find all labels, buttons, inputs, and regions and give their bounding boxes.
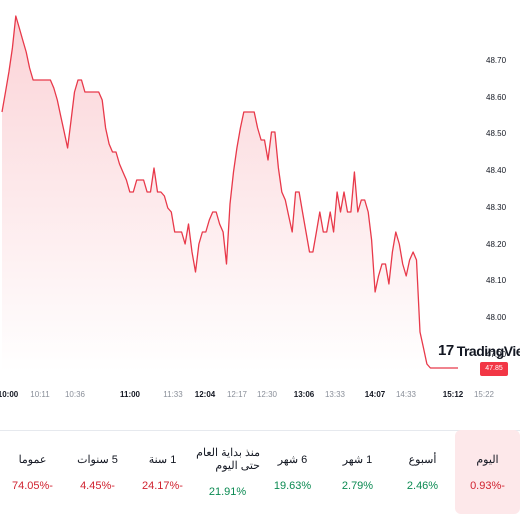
last-price-label: 47.85 [480,362,508,376]
y-tick-label: 48.70 [486,56,507,65]
y-tick-label: 48.40 [486,166,507,175]
tradingview-logo-mark: 17 [438,342,454,359]
period-label: 1 سنة [148,453,177,466]
price-area-fill [2,16,458,372]
period-label: عموما [18,453,47,466]
performance-periods: اليوم 0.93%- أسبوع 2.46% 1 شهر 2.79% 6 ش… [0,430,520,514]
period-all-time[interactable]: عموما 74.05%- [0,430,65,514]
period-label: منذ بداية العام حتى اليوم [196,447,260,472]
y-axis: 48.70 48.60 48.50 48.40 48.30 48.20 48.10 48.00… [486,56,507,359]
y-tick-label: 48.00 [486,313,507,322]
x-tick-label: 11:00 [120,390,141,399]
chart-svg[interactable]: 48.70 48.60 48.50 48.40 48.30 48.20 48.10 48.00… [0,0,520,420]
x-tick-label: 12:17 [227,390,248,399]
period-label: 5 سنوات [77,453,118,466]
x-tick-label: 10:11 [30,390,50,399]
period-change: 24.17%- [142,479,183,492]
period-change: 0.93%- [470,479,505,492]
period-change: 19.63% [273,479,312,492]
period-5-years[interactable]: 5 سنوات 4.45%- [65,430,130,514]
y-tick-label: 47.90 [486,350,507,359]
tradingview-logo-text: TradingView [456,342,520,359]
period-1-month[interactable]: 1 شهر 2.79% [325,430,390,514]
y-tick-label: 48.30 [486,203,507,212]
period-change: 4.45%- [80,479,115,492]
x-tick-label: 15:12 [443,390,464,399]
period-1-year[interactable]: 1 سنة 24.17%- [130,430,195,514]
period-change: 2.46% [406,479,439,492]
x-tick-label: 13:06 [294,390,315,399]
period-change: 21.91% [208,486,247,498]
x-tick-label: 15:22 [474,390,495,399]
x-tick-label: 14:07 [365,390,386,399]
x-tick-label: 12:30 [257,390,278,399]
period-label: 6 شهر [277,453,308,466]
period-week[interactable]: أسبوع 2.46% [390,430,455,514]
period-6-months[interactable]: 6 شهر 19.63% [260,430,325,514]
y-tick-label: 48.10 [486,276,507,285]
price-chart[interactable]: 48.70 48.60 48.50 48.40 48.30 48.20 48.10 48.00… [0,0,520,420]
x-tick-label: 13:33 [325,390,346,399]
tradingview-logo[interactable]: 17 TradingView [438,342,520,359]
x-tick-label: 12:04 [195,390,216,399]
x-tick-label: 10:00 [0,390,19,399]
x-axis: 10:00 10:11 10:36 11:00 11:33 12:04 12:17 12:30… [0,390,495,399]
y-tick-label: 48.20 [486,240,507,249]
x-tick-label: 14:33 [396,390,417,399]
period-today[interactable]: اليوم 0.93%- [455,430,520,514]
period-label: أسبوع [408,453,437,466]
period-label: 1 شهر [342,453,373,466]
divider [0,430,520,431]
x-tick-label: 11:33 [163,390,183,399]
y-tick-label: 48.60 [486,93,507,102]
price-line [1,15,458,369]
period-change: 74.05%- [12,479,53,492]
period-change: 2.79% [341,479,374,492]
y-tick-label: 48.50 [486,129,507,138]
x-tick-label: 10:36 [65,390,86,399]
period-label: اليوم [476,453,499,466]
period-ytd[interactable]: منذ بداية العام حتى اليوم 21.91% [195,430,260,514]
